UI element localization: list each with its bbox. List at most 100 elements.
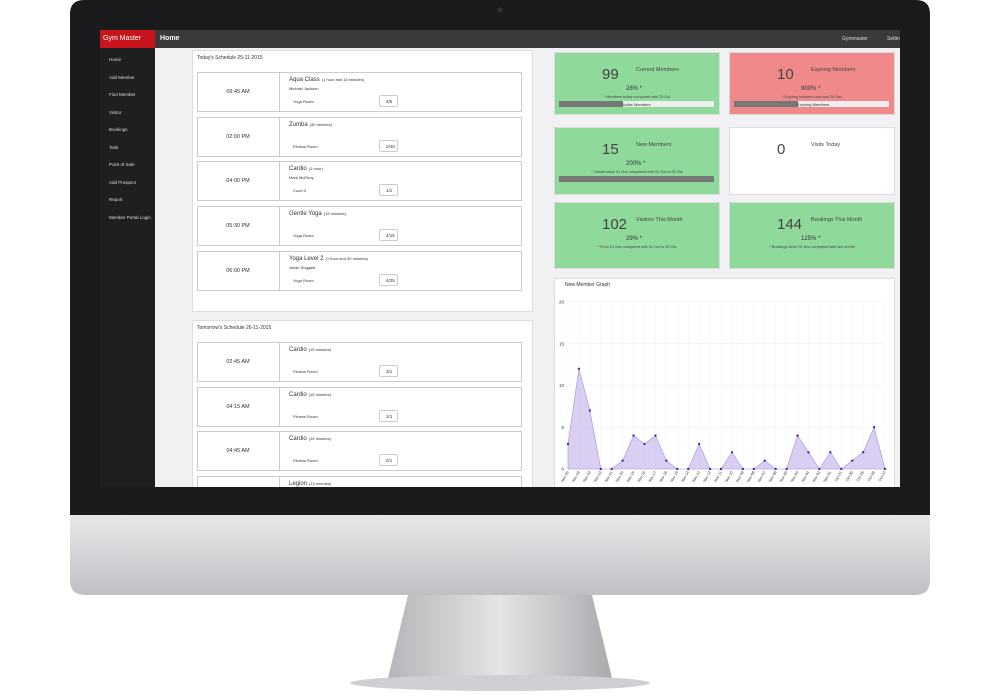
top-bar bbox=[155, 30, 900, 48]
point bbox=[883, 467, 887, 471]
stat-value: 144 bbox=[777, 216, 803, 233]
point bbox=[676, 467, 679, 471]
x-tick-label: Nov-20 bbox=[615, 471, 625, 484]
x-tick-label: Oct-28 bbox=[867, 471, 876, 483]
room: Yoga Room bbox=[293, 99, 314, 104]
time: 06:00 PM bbox=[226, 267, 250, 274]
schedule-row bbox=[197, 206, 522, 247]
stat-label: Current Members bbox=[636, 67, 679, 73]
duration: (30 minutes) bbox=[309, 121, 332, 127]
schedule-row bbox=[197, 342, 522, 382]
x-tick-label: Nov-15 bbox=[670, 471, 680, 484]
room: Fitness Room bbox=[293, 413, 318, 419]
class-name: Gentle Yoga (15 minutes) bbox=[289, 211, 346, 218]
menu-item[interactable]: Add Member bbox=[109, 74, 135, 80]
time: 04:15 AM bbox=[226, 403, 250, 410]
progress bbox=[559, 101, 714, 107]
page-title: Home bbox=[160, 35, 180, 42]
time-cell bbox=[279, 476, 280, 487]
x-tick-label: Nov-01 bbox=[823, 471, 833, 484]
point bbox=[840, 467, 843, 471]
menu-item[interactable]: Add Prospect bbox=[109, 179, 137, 185]
menu-item[interactable]: Home bbox=[109, 57, 122, 62]
time-cell bbox=[279, 161, 280, 202]
schedule-row bbox=[197, 72, 522, 112]
brand[interactable]: Gym Master bbox=[100, 30, 155, 48]
schedule-title: Today's Schedule 25-11-2015 bbox=[197, 55, 263, 61]
stat-value: 10 bbox=[777, 66, 794, 83]
time: 04:00 PM bbox=[226, 178, 250, 185]
x-tick-label: Oct-31 bbox=[834, 471, 843, 483]
stat-change: 900% * bbox=[801, 86, 821, 92]
point bbox=[829, 451, 832, 454]
time-cell bbox=[279, 250, 280, 291]
progress-fill bbox=[559, 176, 714, 182]
schedule-row bbox=[197, 386, 522, 427]
menu-item[interactable]: Find Member bbox=[109, 92, 136, 97]
settings[interactable]: Settings bbox=[887, 36, 900, 42]
room: Court 3 bbox=[293, 188, 307, 194]
duration: (15 minutes) bbox=[308, 347, 331, 352]
stat-label: Bookings This Month bbox=[811, 217, 863, 223]
class-name: Aqua Class (1 hour and 15 minutes) bbox=[289, 77, 365, 83]
schedule-row bbox=[197, 116, 522, 157]
time: 04:45 AM bbox=[226, 448, 250, 455]
room: Yoga Room bbox=[293, 233, 314, 239]
x-tick-label: Oct-29 bbox=[856, 471, 865, 483]
stat-box bbox=[729, 202, 895, 269]
x-tick-label: Nov-09 bbox=[735, 471, 745, 484]
stat-box bbox=[554, 202, 720, 269]
point bbox=[610, 467, 613, 471]
time-cell bbox=[279, 116, 280, 157]
user-menu[interactable]: Gymmaster bbox=[842, 36, 868, 42]
duration: (15 minutes) bbox=[308, 436, 331, 442]
trainer: Michael Jackson bbox=[289, 86, 319, 91]
progress-fill bbox=[559, 101, 623, 107]
class-name: Legion (15 minutes) bbox=[289, 481, 332, 487]
x-tick-label: Oct-30 bbox=[845, 471, 854, 483]
area bbox=[567, 368, 886, 470]
menu-item[interactable]: Bookings bbox=[109, 127, 128, 132]
menu-item[interactable]: Visitor bbox=[109, 109, 122, 115]
schedule-row bbox=[197, 476, 522, 487]
stat-change: 125% * bbox=[801, 236, 821, 242]
screen: Gym Master Home Gymmaster Settings Home Add M… bbox=[100, 30, 900, 487]
x-tick-label: Nov-18 bbox=[637, 471, 647, 484]
menu-item[interactable]: Report bbox=[109, 197, 123, 202]
x-tick-label: Nov-10 bbox=[724, 471, 734, 484]
duration: (15 minutes) bbox=[308, 391, 331, 397]
class-name: Yoga Level 2 (1 hour and 30 minutes) bbox=[289, 255, 368, 262]
time-cell bbox=[279, 386, 280, 427]
menu-item[interactable]: Point of Sale bbox=[109, 162, 135, 167]
point bbox=[807, 451, 810, 454]
x-tick-label: Oct-27 bbox=[878, 471, 887, 483]
x-tick-label: Nov-23 bbox=[582, 471, 592, 484]
y-tick-label: 0 bbox=[561, 467, 564, 472]
point bbox=[588, 409, 592, 412]
point bbox=[577, 367, 581, 370]
progress bbox=[734, 101, 889, 107]
x-tick-label: Nov-22 bbox=[593, 471, 603, 484]
point bbox=[763, 459, 766, 462]
y-tick-label: 10 bbox=[559, 383, 565, 388]
x-tick-label: Nov-16 bbox=[659, 471, 669, 484]
time-cell bbox=[279, 72, 280, 112]
duration: (1 hour and 30 minutes) bbox=[325, 255, 368, 261]
time: 02:45 AM bbox=[226, 359, 250, 365]
menu-item[interactable]: Task bbox=[109, 144, 119, 150]
point bbox=[599, 467, 602, 471]
stat-note: * Expiring between now and 25 Dec bbox=[781, 95, 843, 99]
schedule-row bbox=[197, 250, 522, 291]
stat-change: 200% * bbox=[626, 161, 646, 167]
count: 0/1 bbox=[379, 454, 398, 467]
class-name: Cardio (15 minutes) bbox=[289, 436, 331, 443]
count: 3/1 bbox=[379, 365, 398, 377]
stat-value: 102 bbox=[602, 216, 628, 233]
y-tick-label: 5 bbox=[561, 425, 564, 430]
point bbox=[851, 459, 854, 462]
x-tick-label: Nov-21 bbox=[604, 471, 614, 484]
point bbox=[697, 442, 701, 446]
point bbox=[708, 467, 712, 471]
menu-item[interactable]: Member Portal Login bbox=[109, 214, 151, 220]
